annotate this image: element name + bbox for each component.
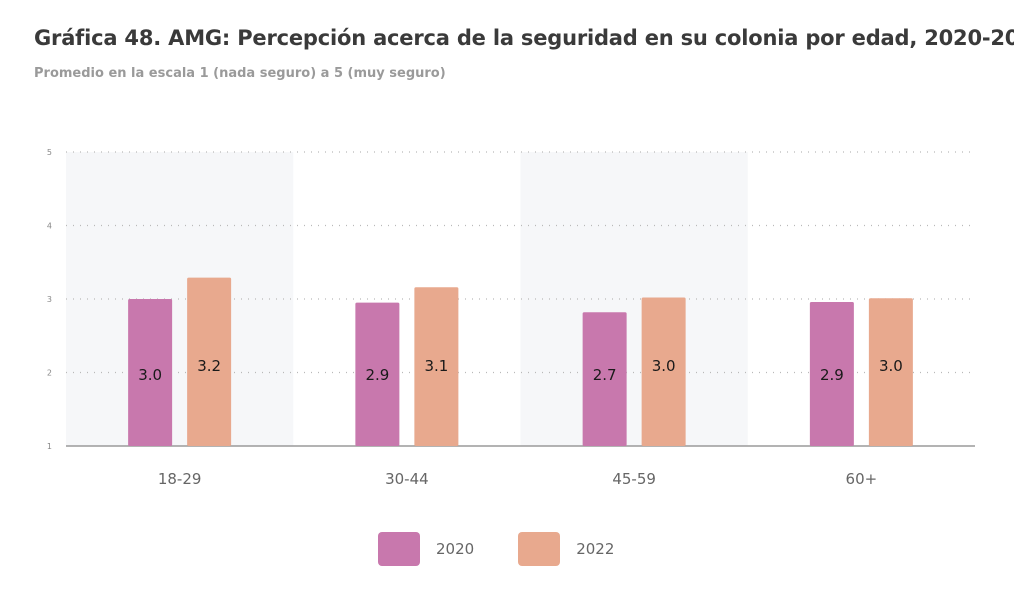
legend-label-2022: 2022 (576, 540, 615, 558)
legend-swatch-2020 (378, 532, 420, 566)
bar-2022-30-44 (414, 287, 459, 446)
data-label: 2.9 (820, 366, 844, 384)
chart-subtitle: Promedio en la escala 1 (nada seguro) a … (34, 66, 446, 81)
data-label: 2.7 (593, 366, 617, 384)
category-band (520, 152, 748, 446)
y-tick-label: 5 (47, 148, 52, 157)
legend-label-2020: 2020 (436, 540, 475, 558)
bar-2022-18-29 (187, 277, 232, 446)
legend-item-2022: 2022 (518, 532, 614, 566)
data-label: 2.9 (365, 366, 389, 384)
x-tick-label: 30-44 (385, 470, 429, 488)
bar-2020-18-29 (128, 299, 173, 446)
bar-2020-60+ (809, 301, 854, 446)
y-tick-label: 3 (47, 295, 52, 304)
legend-item-2020: 2020 (378, 532, 474, 566)
data-label: 3.0 (652, 357, 676, 375)
y-tick-label: 2 (47, 369, 52, 378)
data-label: 3.1 (424, 357, 448, 375)
y-tick-label: 4 (47, 222, 52, 231)
data-label: 3.2 (197, 357, 221, 375)
x-tick-label: 60+ (846, 470, 878, 488)
data-label: 3.0 (138, 366, 162, 384)
category-band (66, 152, 294, 446)
x-tick-label: 18-29 (158, 470, 202, 488)
bar-2022-60+ (868, 298, 913, 446)
chart-title: Gráfica 48. AMG: Percepción acerca de la… (34, 26, 1014, 50)
y-tick-label: 1 (47, 442, 52, 451)
bar-2020-45-59 (582, 312, 627, 446)
data-label: 3.0 (879, 357, 903, 375)
chart-legend: 2020 2022 (378, 532, 658, 566)
legend-swatch-2022 (518, 532, 561, 566)
bar-2022-45-59 (641, 297, 686, 446)
x-tick-label: 45-59 (612, 470, 656, 488)
bar-2020-30-44 (355, 302, 400, 446)
